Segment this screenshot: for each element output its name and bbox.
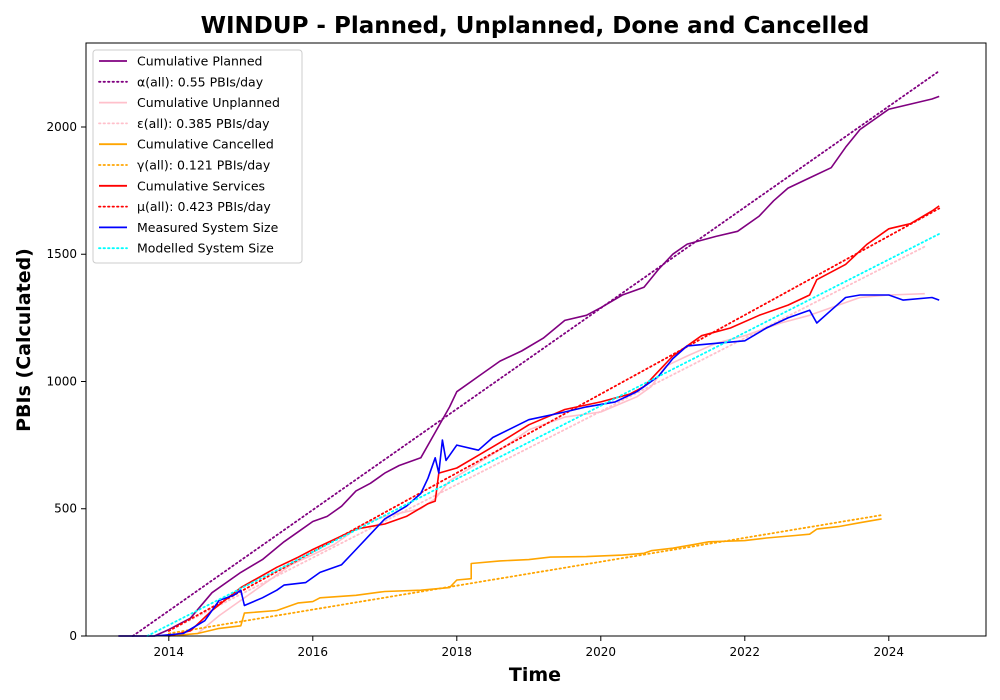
x-tick-label: 2018 [442,645,473,659]
y-tick-label: 1500 [46,247,77,261]
x-tick-label: 2020 [586,645,617,659]
y-tick-label: 500 [54,502,77,516]
legend-label: Measured System Size [137,220,279,235]
y-axis: 0 500 1000 1500 2000 [46,120,86,643]
plot-frame [85,42,987,637]
legend-item: Cumulative Unplanned [99,95,280,110]
y-tick-label: 0 [69,629,77,643]
x-tick-label: 2016 [298,645,329,659]
legend-label: Cumulative Services [137,178,265,193]
series-line-6 [168,205,940,637]
chart-title: WINDUP - Planned, Unplanned, Done and Ca… [201,13,870,39]
legend-label: ε(all): 0.385 PBIs/day [137,116,270,131]
x-axis-label: Time [509,664,561,686]
y-axis-label: PBIs (Calculated) [13,248,35,432]
series-line-5 [167,514,883,635]
legend-label: Modelled System Size [137,241,274,256]
legend-label: Cumulative Cancelled [137,137,274,152]
series-line-7 [167,207,941,632]
series-line-0 [118,95,940,637]
series-line-9 [146,233,941,637]
x-tick-label: 2014 [154,645,185,659]
series-line-8 [118,294,940,637]
legend-item: Cumulative Cancelled [99,137,274,152]
legend-item: Cumulative Planned [99,54,262,69]
legend-item: γ(all): 0.121 PBIs/day [98,158,271,173]
y-tick-label: 1000 [46,374,77,388]
x-tick-label: 2022 [730,645,761,659]
legend-label: Cumulative Planned [137,54,262,69]
legend-box [92,49,303,264]
legend-label: μ(all): 0.423 PBIs/day [137,199,271,214]
series-line-1 [131,70,941,637]
legend-label: Cumulative Unplanned [137,95,280,110]
legend-item: α(all): 0.55 PBIs/day [98,74,264,89]
legend-item: μ(all): 0.423 PBIs/day [98,199,271,214]
legend-item: Modelled System Size [98,241,274,256]
legend-label: γ(all): 0.121 PBIs/day [137,158,271,173]
x-axis: 2014 2016 2018 2020 2022 2024 [154,636,905,659]
legend-item: ε(all): 0.385 PBIs/day [98,116,270,131]
plot-area [118,70,941,637]
legend-item: Cumulative Services [99,178,265,193]
legend: Cumulative Planned α(all): 0.55 PBIs/day C… [92,49,303,264]
series-line-3 [167,245,926,632]
legend-item: Measured System Size [99,220,279,235]
x-tick-label: 2024 [874,645,905,659]
series-line-4 [168,518,882,637]
legend-label: α(all): 0.55 PBIs/day [137,74,264,89]
y-tick-label: 2000 [46,120,77,134]
series-line-2 [168,292,925,637]
